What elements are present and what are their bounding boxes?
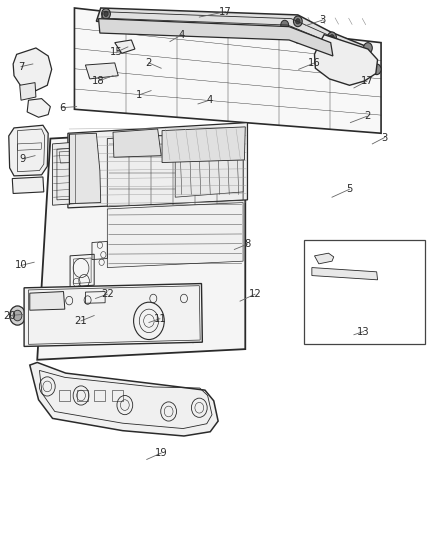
Circle shape — [328, 32, 336, 43]
Polygon shape — [37, 128, 245, 360]
Text: 22: 22 — [101, 289, 114, 299]
Polygon shape — [107, 203, 243, 268]
Circle shape — [293, 16, 302, 27]
Polygon shape — [96, 8, 370, 59]
Text: 6: 6 — [59, 103, 65, 112]
Circle shape — [281, 20, 289, 30]
Text: 16: 16 — [308, 58, 321, 68]
Circle shape — [10, 306, 25, 325]
Text: 4: 4 — [206, 95, 212, 105]
Polygon shape — [30, 362, 218, 436]
Polygon shape — [314, 35, 378, 85]
Text: 13: 13 — [357, 327, 370, 336]
Polygon shape — [115, 40, 135, 53]
Polygon shape — [13, 48, 52, 91]
Text: 9: 9 — [20, 154, 26, 164]
Polygon shape — [9, 125, 48, 176]
Polygon shape — [175, 132, 243, 197]
Polygon shape — [99, 19, 333, 56]
Text: 3: 3 — [319, 15, 325, 25]
Circle shape — [287, 27, 295, 37]
Text: 1: 1 — [136, 90, 142, 100]
Polygon shape — [107, 131, 243, 207]
Circle shape — [13, 310, 22, 321]
Text: 17: 17 — [219, 7, 232, 17]
Polygon shape — [12, 177, 44, 193]
Polygon shape — [53, 141, 90, 205]
Polygon shape — [113, 129, 161, 157]
Polygon shape — [30, 292, 65, 310]
Polygon shape — [68, 123, 247, 208]
Polygon shape — [69, 133, 101, 204]
Polygon shape — [85, 63, 118, 79]
Text: 2: 2 — [146, 58, 152, 68]
Text: 15: 15 — [110, 47, 123, 57]
Polygon shape — [27, 99, 50, 117]
Circle shape — [296, 19, 300, 24]
Bar — [304, 240, 425, 344]
Text: 12: 12 — [248, 289, 261, 299]
Circle shape — [104, 11, 108, 17]
Circle shape — [372, 64, 381, 75]
Polygon shape — [162, 127, 245, 163]
Circle shape — [102, 9, 110, 19]
Polygon shape — [314, 253, 334, 264]
Text: 19: 19 — [155, 448, 168, 458]
Text: 4: 4 — [179, 30, 185, 39]
Text: 21: 21 — [74, 316, 88, 326]
Polygon shape — [312, 268, 378, 280]
Polygon shape — [24, 284, 202, 346]
Text: 20: 20 — [4, 311, 16, 320]
Text: 11: 11 — [153, 314, 166, 324]
Polygon shape — [74, 8, 381, 133]
Text: 8: 8 — [244, 239, 251, 249]
Text: 7: 7 — [18, 62, 24, 71]
Text: 2: 2 — [364, 111, 370, 121]
Polygon shape — [20, 83, 36, 100]
Circle shape — [364, 43, 372, 53]
Text: 5: 5 — [346, 184, 353, 194]
Circle shape — [294, 34, 302, 43]
Text: 17: 17 — [360, 76, 374, 86]
Text: 3: 3 — [381, 133, 388, 142]
Text: 10: 10 — [15, 261, 27, 270]
Circle shape — [330, 35, 334, 40]
Text: 18: 18 — [92, 76, 105, 86]
